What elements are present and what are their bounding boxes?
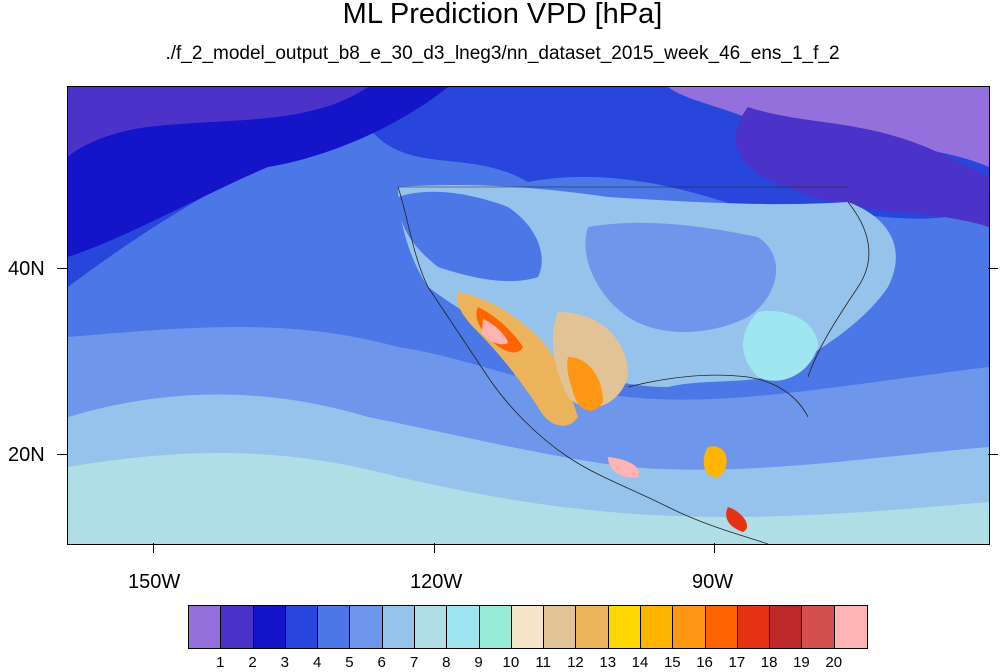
- east-coastline: [807, 201, 870, 378]
- field-mexico-hot: [567, 357, 603, 411]
- field-pacific-dark: [68, 87, 448, 257]
- colorbar-swatch: [382, 606, 415, 648]
- colorbar-label: 3: [280, 654, 290, 671]
- lat-label-40n: 40N: [8, 258, 45, 280]
- field-gulf-alaska: [68, 87, 368, 157]
- colorbar-swatch: [705, 606, 738, 648]
- field-sw-hot: [476, 307, 523, 353]
- field-mexico-south-peak: [608, 457, 639, 478]
- colorbar-label: 6: [377, 654, 386, 671]
- colorbar-label: 16: [696, 654, 713, 671]
- colorbar-swatch: [318, 606, 351, 648]
- colorbar-swatch: [447, 606, 480, 648]
- field-midwest: [585, 222, 777, 332]
- colorbar-swatch: [253, 606, 286, 648]
- colorbar-label: 12: [567, 654, 584, 671]
- field-rockies: [398, 191, 542, 282]
- chart-subtitle: ./f_2_model_output_b8_e_30_d3_lneg3/nn_d…: [165, 43, 840, 64]
- colorbar-swatch: [737, 606, 771, 648]
- colorbar-label: 20: [825, 654, 843, 671]
- colorbar-label: 8: [442, 654, 451, 671]
- vpd-map: [67, 86, 990, 545]
- tick-120w: [434, 543, 435, 553]
- tick-40n-right: [988, 268, 998, 269]
- tick-20n-right: [988, 454, 998, 455]
- lat-label-20n: 20N: [8, 444, 45, 466]
- colorbar-label: 10: [502, 654, 520, 671]
- colorbar-swatch: [673, 606, 706, 648]
- colorbar-swatch: [834, 606, 867, 648]
- colorbar-label: 17: [728, 654, 746, 671]
- colorbar-swatch: [770, 606, 803, 648]
- tick-90w: [714, 543, 715, 553]
- vpd-map-canvas: [68, 87, 989, 544]
- colorbar-label: 15: [663, 654, 681, 671]
- tick-150w: [153, 543, 154, 553]
- lon-label-90w: 90W: [692, 571, 734, 593]
- field-central-am-hot: [703, 446, 727, 478]
- colorbar-swatch: [350, 606, 383, 648]
- colorbar-label: 2: [248, 654, 257, 671]
- colorbar-label: 9: [474, 654, 483, 671]
- lon-label-120w: 120W: [410, 571, 463, 593]
- colorbar-swatch: [511, 606, 545, 648]
- gulf-coastline: [627, 374, 809, 418]
- field-sw-peak: [482, 319, 508, 345]
- chart-title: ML Prediction VPD [hPa]: [342, 0, 663, 30]
- field-quebec: [735, 107, 989, 227]
- colorbar-label: 1: [216, 654, 225, 671]
- colorbar-swatch: [414, 606, 448, 648]
- tick-20n: [57, 454, 67, 455]
- colorbar-label: 4: [312, 654, 322, 671]
- colorbar-swatch: [608, 606, 641, 648]
- colorbar-swatch: [189, 606, 222, 648]
- colorbar-label: 7: [409, 654, 419, 671]
- colorbar-label: 18: [760, 654, 778, 671]
- colorbar-swatch: [640, 606, 674, 648]
- field-tropics-2: [68, 453, 989, 544]
- colorbar-label: 13: [599, 654, 617, 671]
- field-central-am-peak: [726, 507, 748, 532]
- west-coastline: [397, 186, 769, 544]
- colorbar-swatch: [802, 606, 835, 648]
- field-southeast: [743, 311, 818, 381]
- colorbar-swatch: [576, 606, 609, 648]
- colorbar-swatch: [544, 606, 577, 648]
- colorbar-swatch: [479, 606, 512, 648]
- colorbar: [188, 605, 868, 649]
- tick-40n: [57, 268, 67, 269]
- colorbar-label: 14: [631, 654, 649, 671]
- colorbar-label: 11: [535, 654, 551, 671]
- colorbar-swatch: [285, 606, 319, 648]
- lon-label-150w: 150W: [128, 571, 181, 593]
- colorbar-label: 19: [793, 654, 810, 671]
- colorbar-swatch: [221, 606, 254, 648]
- colorbar-label: 5: [345, 654, 354, 671]
